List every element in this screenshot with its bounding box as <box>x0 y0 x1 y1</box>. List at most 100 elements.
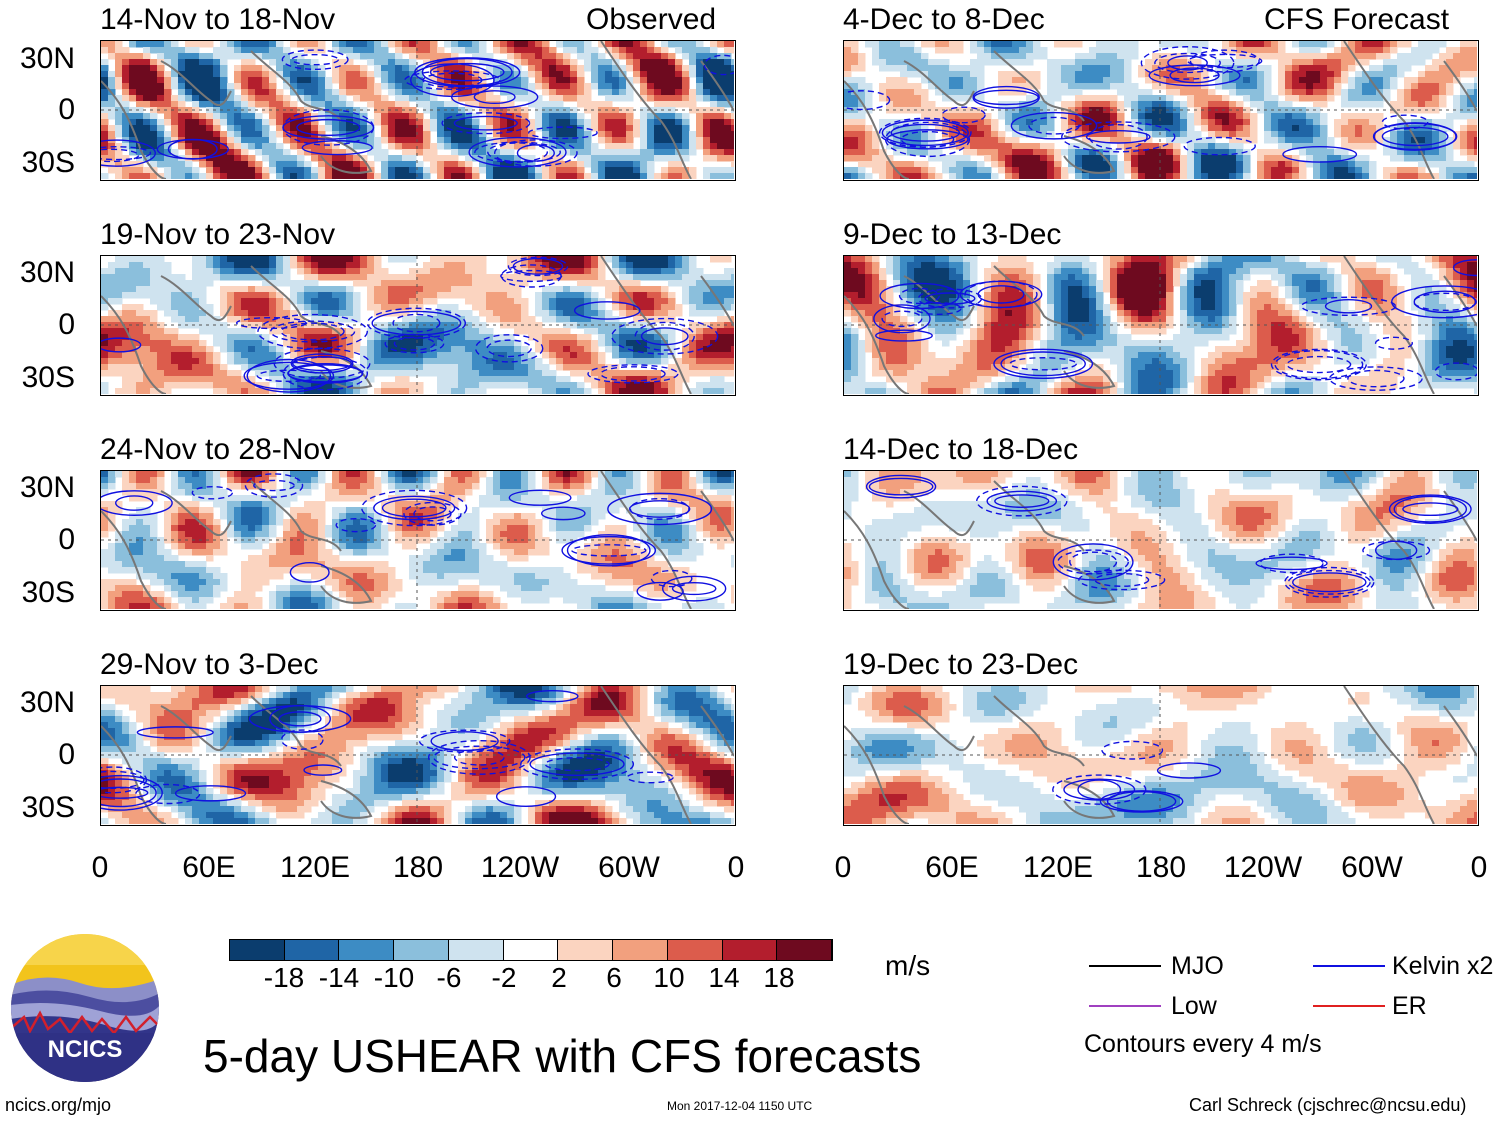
kelvin-contours <box>101 49 734 168</box>
coastlines <box>101 471 734 609</box>
lat-label: 30N <box>19 42 75 75</box>
map-panel-forecast-1 <box>843 40 1479 181</box>
low-legend-label: Low <box>1171 992 1217 1020</box>
map-panel-observed-4 <box>100 685 736 826</box>
coastlines <box>844 256 1477 394</box>
colorbar-tick: 6 <box>606 962 622 993</box>
lat-label: 30N <box>19 686 75 719</box>
lon-label: 60W <box>1341 851 1403 884</box>
observed-header: Observed <box>586 3 717 36</box>
lon-label: 60W <box>598 851 660 884</box>
ushear-map <box>844 41 1477 179</box>
colorbar-tick: 2 <box>551 962 567 993</box>
colorbar-tick: 14 <box>708 962 740 993</box>
colorbar <box>229 939 833 961</box>
ushear-map <box>844 471 1477 609</box>
ushear-map <box>101 686 734 824</box>
panel-title: 19-Nov to 23-Nov <box>100 218 336 251</box>
er-legend-line <box>1313 1005 1385 1007</box>
panel-title: 14-Nov to 18-Nov <box>100 3 336 36</box>
map-panel-forecast-2 <box>843 255 1479 396</box>
lon-label: 0 <box>1470 851 1488 884</box>
lat-label: 0 <box>58 523 75 556</box>
kelvin-legend-label: Kelvin x2 <box>1392 952 1494 980</box>
colorbar-swatch <box>230 940 285 960</box>
coastlines <box>844 41 1477 179</box>
colorbar-swatch <box>394 940 449 960</box>
lat-label: 30S <box>21 576 75 609</box>
main-title: 5-day USHEAR with CFS forecasts <box>203 1030 922 1082</box>
lat-label: 30S <box>21 146 75 179</box>
colorbar-tick: -14 <box>318 962 360 993</box>
kelvin-legend-line <box>1313 965 1385 967</box>
lat-label: 30N <box>19 256 75 289</box>
panel-title: 14-Dec to 18-Dec <box>843 433 1079 466</box>
lon-label: 0 <box>834 851 852 884</box>
coastlines <box>844 686 1477 824</box>
colorbar-swatch <box>777 940 833 960</box>
coastlines <box>101 256 734 394</box>
ushear-map <box>101 41 734 179</box>
panel-title: 24-Nov to 28-Nov <box>100 433 336 466</box>
ushear-map <box>844 686 1477 824</box>
mjo-legend-label: MJO <box>1171 952 1224 980</box>
contour-note: Contours every 4 m/s <box>1084 1030 1322 1058</box>
kelvin-contours <box>844 46 1458 163</box>
map-panel-forecast-4 <box>843 685 1479 826</box>
lon-label: 0 <box>91 851 109 884</box>
ncics-logo-text: NCICS <box>48 1036 123 1063</box>
shading-field <box>101 41 734 179</box>
lat-label: 30S <box>21 361 75 394</box>
website-link[interactable]: ncics.org/mjo <box>5 1095 112 1115</box>
lat-label: 0 <box>58 308 75 341</box>
kelvin-contours <box>101 473 727 602</box>
lon-label: 180 <box>1135 851 1187 884</box>
colorbar-swatch <box>613 940 668 960</box>
colorbar-swatch <box>503 940 559 960</box>
author-credit: Carl Schreck (cjschrec@ncsu.edu) <box>1189 1095 1467 1115</box>
panel-title: 4-Dec to 8-Dec <box>843 3 1045 36</box>
map-panel-observed-3 <box>100 470 736 611</box>
colorbar-tick: 18 <box>763 962 795 993</box>
er-legend-label: ER <box>1392 992 1427 1020</box>
lon-label: 120W <box>480 851 560 884</box>
panel-title: 9-Dec to 13-Dec <box>843 218 1062 251</box>
colorbar-swatch <box>722 940 778 960</box>
coastlines <box>101 41 734 179</box>
colorbar-swatch <box>667 940 723 960</box>
shading-field <box>844 256 1477 394</box>
lon-label: 60E <box>925 851 979 884</box>
colorbar-tick: -6 <box>436 962 462 993</box>
colorbar-swatch <box>558 940 614 960</box>
ushear-map <box>101 256 734 394</box>
lat-label: 30S <box>21 791 75 824</box>
timestamp: Mon 2017-12-04 1150 UTC <box>667 1099 813 1113</box>
panel-title: 19-Dec to 23-Dec <box>843 648 1079 681</box>
map-panel-forecast-3 <box>843 470 1479 611</box>
colorbar-tick: 10 <box>653 962 685 993</box>
cfs-forecast-header: CFS Forecast <box>1264 3 1450 36</box>
kelvin-contours <box>101 689 674 811</box>
colorbar-unit: m/s <box>885 950 931 981</box>
map-panel-observed-1 <box>100 40 736 181</box>
lon-label: 120E <box>1022 851 1094 884</box>
lon-label: 60E <box>182 851 236 884</box>
map-panel-observed-2 <box>100 255 736 396</box>
lon-label: 120W <box>1223 851 1303 884</box>
lon-label: 180 <box>392 851 444 884</box>
mjo-legend-line <box>1089 965 1161 967</box>
lon-label: 120E <box>279 851 351 884</box>
lon-label: 0 <box>727 851 745 884</box>
lat-label: 0 <box>58 93 75 126</box>
coastlines <box>101 686 734 824</box>
lat-label: 30N <box>19 471 75 504</box>
colorbar-tick: -2 <box>491 962 517 993</box>
colorbar-swatch <box>339 940 395 960</box>
ncics-logo-graphic: NCICS <box>11 934 159 1082</box>
ushear-map <box>844 256 1477 394</box>
colorbar-tick: -10 <box>373 962 415 993</box>
colorbar-tick: -18 <box>263 962 305 993</box>
panel-title: 29-Nov to 3-Dec <box>100 648 319 681</box>
kelvin-contours <box>101 256 719 393</box>
kelvin-contours <box>873 259 1477 391</box>
